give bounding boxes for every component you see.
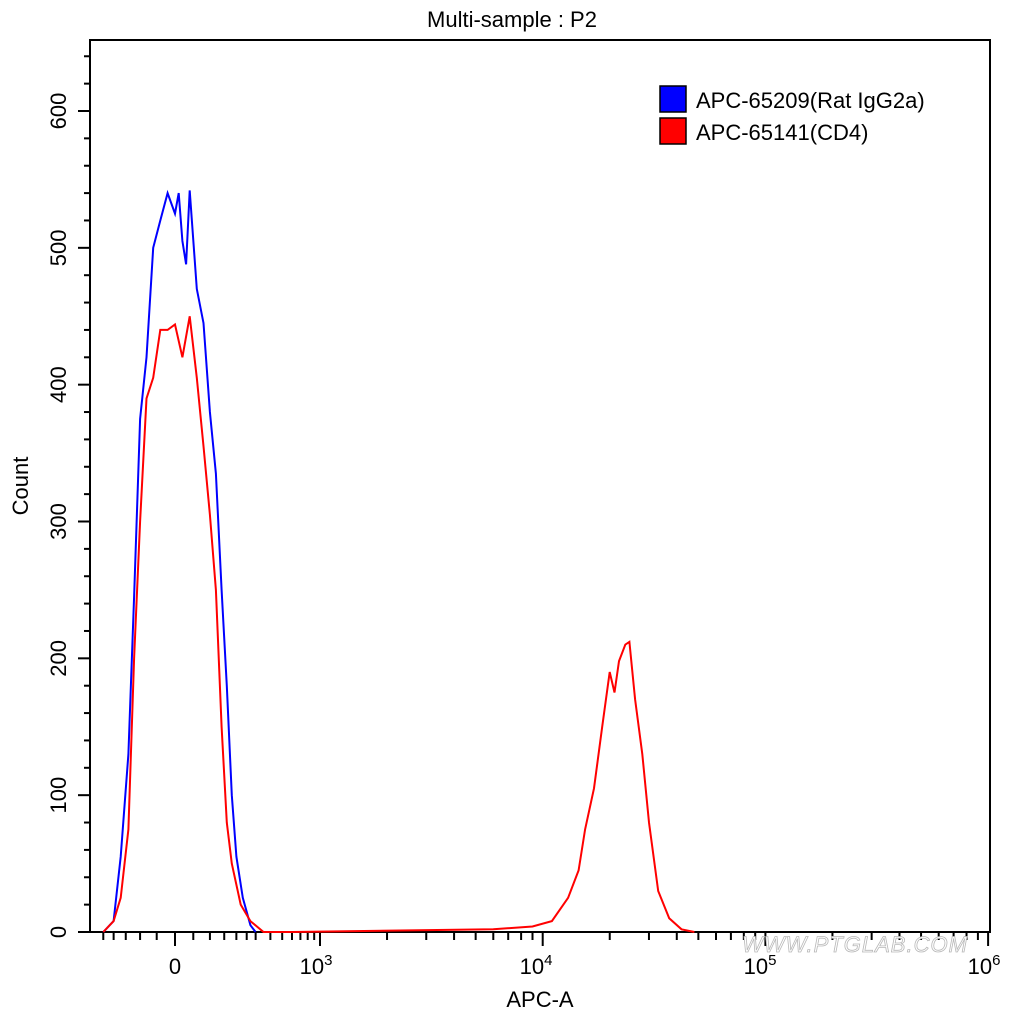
legend: APC-65209(Rat IgG2a) APC-65141(CD4) xyxy=(659,85,925,145)
legend-swatch-red xyxy=(659,117,687,145)
legend-swatch-blue xyxy=(659,85,687,113)
series-cd4-line xyxy=(102,316,695,933)
x-tick-label: 0 xyxy=(169,954,181,979)
y-axis-label: Count xyxy=(8,457,33,516)
x-tick-label: 104 xyxy=(520,952,553,979)
y-axis-tick-labels: 0 100 200 300 400 500 600 xyxy=(46,93,71,938)
y-tick-label: 400 xyxy=(46,366,71,403)
legend-label-rat-igg2a: APC-65209(Rat IgG2a) xyxy=(696,88,925,113)
y-tick-label: 600 xyxy=(46,93,71,130)
series-rat-igg2a-line xyxy=(102,189,257,933)
legend-label-cd4: APC-65141(CD4) xyxy=(696,120,868,145)
y-tick-label: 200 xyxy=(46,640,71,677)
watermark: WWW.PTGLAB.COM xyxy=(742,932,968,957)
chart-title: Multi-sample : P2 xyxy=(427,7,597,32)
y-tick-label: 0 xyxy=(46,926,71,938)
y-tick-label: 300 xyxy=(46,503,71,540)
x-tick-label: 103 xyxy=(300,952,333,979)
y-axis xyxy=(78,55,90,933)
x-tick-label: 106 xyxy=(968,952,1001,979)
x-axis xyxy=(102,932,990,946)
plot-frame xyxy=(89,39,991,933)
y-tick-label: 100 xyxy=(46,777,71,814)
y-tick-label: 500 xyxy=(46,229,71,266)
x-axis-label: APC-A xyxy=(506,987,574,1012)
